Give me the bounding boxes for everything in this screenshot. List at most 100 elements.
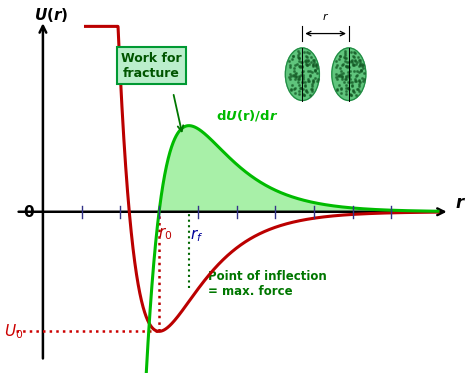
Point — [304, 68, 312, 74]
Point — [309, 78, 317, 84]
Point — [349, 53, 356, 59]
Point — [313, 78, 320, 84]
Point — [298, 85, 305, 91]
Point — [350, 89, 358, 95]
Point — [356, 59, 364, 65]
Point — [350, 62, 358, 68]
Point — [303, 87, 310, 93]
Point — [310, 62, 317, 68]
Point — [337, 90, 345, 96]
Point — [308, 81, 316, 87]
Point — [299, 76, 307, 82]
Point — [336, 72, 343, 78]
Point — [313, 70, 321, 76]
Point — [299, 74, 306, 80]
Point — [338, 73, 346, 79]
Point — [339, 74, 346, 80]
Point — [302, 59, 310, 65]
Point — [341, 48, 349, 54]
Point — [342, 59, 349, 65]
Point — [342, 73, 350, 79]
Point — [300, 92, 308, 98]
Point — [296, 63, 304, 69]
Point — [285, 58, 293, 64]
Point — [349, 59, 356, 65]
Point — [306, 68, 314, 74]
Point — [335, 56, 343, 62]
Point — [339, 61, 347, 67]
Point — [286, 74, 293, 80]
Point — [311, 67, 318, 73]
Point — [296, 82, 303, 88]
Point — [302, 61, 310, 67]
Point — [345, 64, 352, 70]
Point — [301, 58, 308, 64]
Point — [302, 53, 310, 59]
Point — [348, 83, 355, 89]
Point — [291, 90, 298, 96]
Point — [342, 76, 349, 82]
Point — [309, 79, 317, 85]
Point — [289, 72, 297, 78]
Point — [359, 62, 366, 68]
Point — [351, 57, 359, 63]
Point — [299, 68, 307, 74]
Point — [298, 79, 306, 85]
Point — [345, 63, 352, 69]
Point — [306, 78, 313, 84]
Point — [314, 76, 321, 82]
Point — [296, 63, 303, 69]
Point — [346, 91, 353, 97]
Point — [298, 63, 306, 69]
Point — [341, 76, 348, 82]
Point — [355, 63, 363, 69]
Point — [291, 62, 299, 68]
Point — [305, 58, 312, 64]
Point — [298, 59, 306, 65]
Point — [286, 76, 294, 82]
Point — [352, 61, 360, 67]
Point — [336, 53, 343, 59]
Point — [296, 73, 303, 79]
Point — [334, 73, 342, 79]
Point — [307, 86, 314, 92]
Point — [294, 76, 302, 82]
Point — [355, 77, 363, 83]
Point — [339, 70, 346, 76]
Point — [347, 92, 354, 98]
Point — [352, 73, 360, 79]
Point — [346, 68, 353, 74]
Point — [355, 57, 363, 63]
Point — [311, 75, 319, 81]
Point — [287, 86, 294, 92]
Point — [306, 73, 313, 79]
Point — [337, 86, 345, 92]
Point — [309, 77, 317, 83]
Point — [286, 62, 294, 68]
Point — [290, 86, 298, 92]
Point — [353, 72, 360, 78]
Point — [352, 78, 360, 84]
Point — [295, 55, 302, 61]
Point — [303, 62, 310, 68]
Point — [349, 61, 356, 67]
Point — [349, 88, 356, 94]
Point — [353, 59, 361, 65]
Point — [353, 86, 361, 92]
Point — [333, 86, 341, 92]
Text: $\boldsymbol{r}$: $\boldsymbol{r}$ — [455, 194, 466, 212]
Point — [291, 85, 298, 91]
Point — [338, 76, 346, 82]
Point — [290, 65, 298, 71]
Point — [306, 92, 313, 98]
Point — [344, 59, 351, 65]
Point — [307, 54, 315, 60]
Point — [298, 69, 306, 75]
Point — [338, 62, 345, 68]
Point — [302, 57, 309, 63]
Point — [290, 53, 297, 59]
Point — [345, 59, 352, 65]
Point — [296, 74, 303, 80]
Point — [345, 74, 353, 80]
Point — [294, 79, 301, 85]
